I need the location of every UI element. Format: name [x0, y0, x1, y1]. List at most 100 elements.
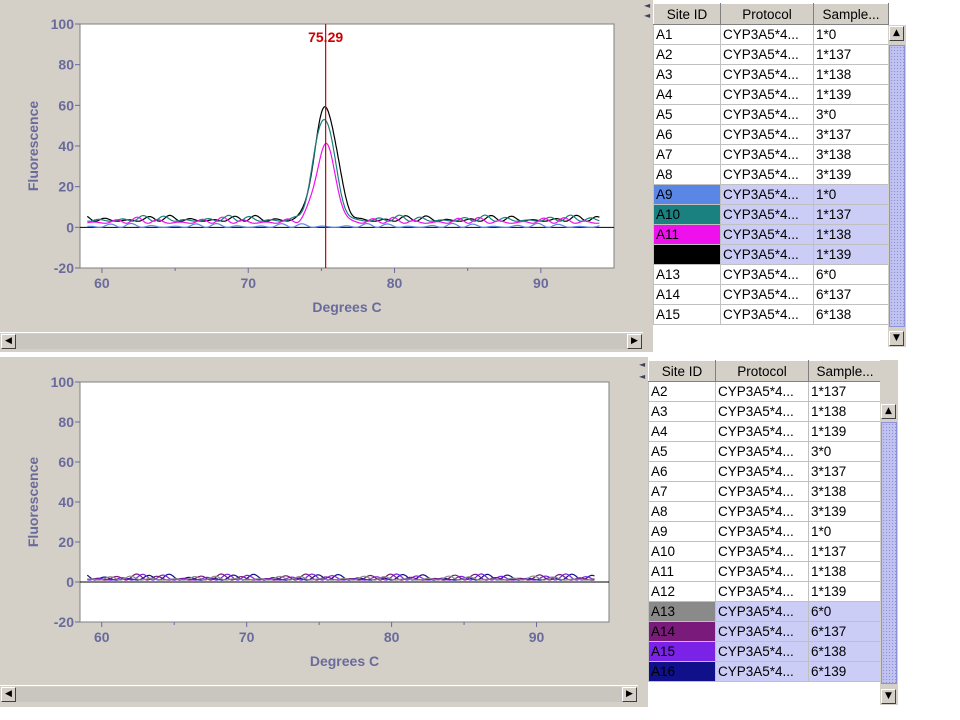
table-row[interactable]: A12 CYP3A5*4... 1*139	[648, 581, 882, 602]
table-row[interactable]: A4 CYP3A5*4... 1*139	[648, 421, 882, 442]
table-row[interactable]: CYP3A5*4... 1*139	[653, 244, 889, 265]
top-horizontal-scrollbar[interactable]: ◀ ▶	[0, 332, 643, 350]
table-row[interactable]: A14 CYP3A5*4... 6*137	[653, 284, 889, 305]
column-header[interactable]: Sample...	[808, 360, 882, 382]
series-line	[87, 142, 600, 224]
table-row[interactable]: A5 CYP3A5*4... 3*0	[648, 441, 882, 462]
series-line	[86, 573, 595, 581]
bottom-site-grid: Site ID Protocol Sample... A2 CYP3A5*4... 1*1…	[648, 360, 882, 682]
cell-protocol: CYP3A5*4...	[715, 561, 809, 582]
table-row[interactable]: A2 CYP3A5*4... 1*137	[648, 381, 882, 402]
scroll-left-icon[interactable]: ◀	[1, 687, 16, 702]
scroll-up-icon[interactable]: ▲	[881, 404, 896, 419]
table-row[interactable]: A3 CYP3A5*4... 1*138	[653, 64, 889, 85]
table-row[interactable]: A5 CYP3A5*4... 3*0	[653, 104, 889, 125]
cell-protocol: CYP3A5*4...	[720, 124, 814, 145]
x-tick-label: 60	[94, 275, 110, 291]
table-row[interactable]: A2 CYP3A5*4... 1*137	[653, 44, 889, 65]
cell-site: A6	[648, 461, 716, 482]
y-tick-label: 40	[58, 138, 74, 154]
cell-site: A10	[653, 204, 721, 225]
scrollbar-thumb[interactable]	[881, 422, 897, 684]
table-row[interactable]: A15 CYP3A5*4... 6*138	[648, 641, 882, 662]
scroll-left-icon[interactable]: ◀	[1, 334, 16, 349]
split-handle-icon[interactable]: ◄	[639, 360, 646, 369]
cell-protocol: CYP3A5*4...	[715, 421, 809, 442]
table-row[interactable]: A10 CYP3A5*4... 1*137	[653, 204, 889, 225]
split-handle-icon[interactable]: ◄	[639, 372, 646, 381]
table-row[interactable]: A10 CYP3A5*4... 1*137	[648, 541, 882, 562]
table-row[interactable]: A3 CYP3A5*4... 1*138	[648, 401, 882, 422]
scroll-down-icon[interactable]: ▼	[881, 689, 896, 704]
top-split-divider[interactable]: ◄ ◄	[643, 0, 653, 352]
cell-sample: 1*138	[813, 64, 889, 85]
table-row[interactable]: A7 CYP3A5*4... 3*138	[648, 481, 882, 502]
table-row[interactable]: A6 CYP3A5*4... 3*137	[653, 124, 889, 145]
cell-sample: 3*139	[808, 501, 882, 522]
cell-sample: 6*0	[808, 601, 882, 622]
table-row[interactable]: A4 CYP3A5*4... 1*139	[653, 84, 889, 105]
scrollbar-track[interactable]	[881, 360, 897, 382]
plot-area[interactable]	[79, 381, 610, 623]
table-row[interactable]: A16 CYP3A5*4... 6*139	[648, 661, 882, 682]
y-tick-label: 0	[66, 574, 74, 590]
plot-area[interactable]	[79, 23, 615, 269]
table-row[interactable]: A15 CYP3A5*4... 6*138	[653, 304, 889, 325]
cell-site: A4	[653, 84, 721, 105]
split-handle-icon[interactable]: ◄	[644, 1, 651, 10]
x-tick-label: 90	[529, 629, 545, 645]
cell-site: A3	[653, 64, 721, 85]
cell-protocol: CYP3A5*4...	[720, 184, 814, 205]
table-row[interactable]: A9 CYP3A5*4... 1*0	[653, 184, 889, 205]
table-row[interactable]: A8 CYP3A5*4... 3*139	[648, 501, 882, 522]
cell-sample: 6*139	[808, 661, 882, 682]
x-tick-label: 60	[94, 629, 110, 645]
scroll-up-icon[interactable]: ▲	[889, 26, 904, 41]
table-row[interactable]: A6 CYP3A5*4... 3*137	[648, 461, 882, 482]
table-row[interactable]: A13 CYP3A5*4... 6*0	[653, 264, 889, 285]
table-row[interactable]: A7 CYP3A5*4... 3*138	[653, 144, 889, 165]
table-row[interactable]: A14 CYP3A5*4... 6*137	[648, 621, 882, 642]
table-row[interactable]: A1 CYP3A5*4... 1*0	[653, 24, 889, 45]
scrollbar-track[interactable]	[16, 334, 627, 349]
table-header-row: Site ID Protocol Sample...	[648, 360, 882, 382]
y-tick-label: 60	[58, 97, 74, 113]
cell-protocol: CYP3A5*4...	[715, 661, 809, 682]
cell-site: A12	[648, 581, 716, 602]
column-header[interactable]: Sample...	[813, 3, 889, 25]
column-header[interactable]: Protocol	[715, 360, 809, 382]
table-row[interactable]: A8 CYP3A5*4... 3*139	[653, 164, 889, 185]
cell-sample: 3*138	[813, 144, 889, 165]
cell-site: A5	[648, 441, 716, 462]
top-vertical-scrollbar[interactable]: ▲ ▼	[888, 25, 906, 347]
bottom-horizontal-scrollbar[interactable]: ◀ ▶	[0, 685, 638, 703]
cell-protocol: CYP3A5*4...	[715, 481, 809, 502]
cell-protocol: CYP3A5*4...	[720, 224, 814, 245]
bottom-split-divider[interactable]: ◄ ◄	[638, 357, 648, 707]
table-row[interactable]: A11 CYP3A5*4... 1*138	[653, 224, 889, 245]
scroll-down-icon[interactable]: ▼	[889, 331, 904, 346]
cell-protocol: CYP3A5*4...	[720, 104, 814, 125]
series-line	[87, 575, 595, 581]
bottom-vertical-scrollbar[interactable]: ▲ ▼	[880, 360, 898, 705]
column-header[interactable]: Site ID	[653, 3, 721, 25]
cell-sample: 6*0	[813, 264, 889, 285]
y-tick-label: -20	[54, 614, 74, 630]
table-row[interactable]: A13 CYP3A5*4... 6*0	[648, 601, 882, 622]
cell-site: A11	[653, 224, 721, 245]
split-handle-icon[interactable]: ◄	[644, 11, 651, 20]
cell-sample: 3*137	[813, 124, 889, 145]
scroll-right-icon[interactable]: ▶	[622, 687, 637, 702]
column-header[interactable]: Protocol	[720, 3, 814, 25]
table-row[interactable]: A9 CYP3A5*4... 1*0	[648, 521, 882, 542]
column-header[interactable]: Site ID	[648, 360, 716, 382]
cell-site: A13	[648, 601, 716, 622]
cell-site	[653, 244, 721, 265]
scrollbar-thumb[interactable]	[889, 45, 905, 327]
cell-site: A13	[653, 264, 721, 285]
top-plot-panel: -20 0 20 40 60 80 100 60 70 80 90 Degrees C Fluoresc…	[0, 0, 643, 352]
top-melt-curve-chart: -20 0 20 40 60 80 100 60 70 80 90 Degrees C Fluoresc…	[25, 16, 615, 315]
table-row[interactable]: A11 CYP3A5*4... 1*138	[648, 561, 882, 582]
scroll-right-icon[interactable]: ▶	[627, 334, 642, 349]
scrollbar-track[interactable]	[16, 687, 622, 702]
